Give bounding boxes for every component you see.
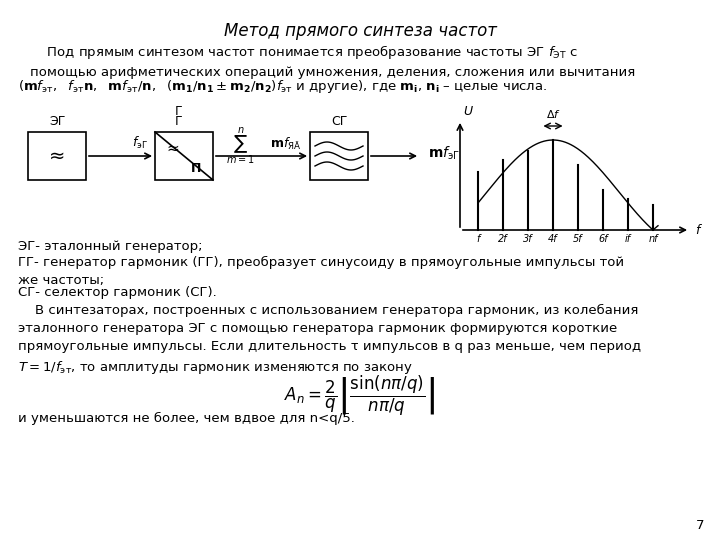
Text: Г: Г xyxy=(175,105,183,118)
Text: $f_{\mathsf{эГ}}$: $f_{\mathsf{эГ}}$ xyxy=(132,135,148,151)
Text: и уменьшаются не более, чем вдвое для n<q/5.: и уменьшаются не более, чем вдвое для n<… xyxy=(18,412,355,425)
Text: 4f: 4f xyxy=(548,234,558,244)
Text: П: П xyxy=(190,161,201,174)
Text: ЭГ- эталонный генератор;: ЭГ- эталонный генератор; xyxy=(18,240,202,253)
Text: 5f: 5f xyxy=(573,234,582,244)
Text: Г: Г xyxy=(175,115,183,128)
Text: $(\mathbf{m}f_{\mathsf{эт}},$  $f_{\mathsf{эт}}\mathbf{n},$  $\mathbf{m}f_{\math: $(\mathbf{m}f_{\mathsf{эт}},$ $f_{\maths… xyxy=(18,78,547,95)
Bar xyxy=(28,132,86,180)
Text: 3f: 3f xyxy=(523,234,533,244)
Text: $\sum_{m=1}^{n}$: $\sum_{m=1}^{n}$ xyxy=(225,126,254,166)
Text: $f$: $f$ xyxy=(695,223,703,237)
Text: 7: 7 xyxy=(696,519,704,532)
Text: СГ: СГ xyxy=(330,115,347,128)
Bar xyxy=(155,132,213,180)
Text: 6f: 6f xyxy=(598,234,608,244)
Text: В синтезаторах, построенных с использованием генератора гармоник, из колебания
э: В синтезаторах, построенных с использова… xyxy=(18,304,641,376)
Text: $\mathbf{m}f_{\mathsf{эГ}}$: $\mathbf{m}f_{\mathsf{эГ}}$ xyxy=(428,144,460,161)
Text: nf: nf xyxy=(648,234,658,244)
Text: Под прямым синтезом частот понимается преобразование частоты ЭГ $f_{\mathsf{ЭТ}}: Под прямым синтезом частот понимается пр… xyxy=(30,43,635,79)
Text: $\Delta f$: $\Delta f$ xyxy=(546,108,560,120)
Text: f: f xyxy=(477,234,480,244)
Text: ЭГ: ЭГ xyxy=(49,115,66,128)
Text: $\mathbf{m}f_{\mathsf{ЯÃ}}$: $\mathbf{m}f_{\mathsf{ЯÃ}}$ xyxy=(270,136,302,152)
Text: $U$: $U$ xyxy=(463,105,474,118)
Text: 2f: 2f xyxy=(498,234,508,244)
Text: СГ- селектор гармоник (СГ).: СГ- селектор гармоник (СГ). xyxy=(18,286,217,299)
Bar xyxy=(310,132,368,180)
Text: Метод прямого синтеза частот: Метод прямого синтеза частот xyxy=(224,22,496,40)
Text: $A_n = \dfrac{2}{q} \left| \dfrac{\sin(n\pi/q)}{n\pi/q} \right|$: $A_n = \dfrac{2}{q} \left| \dfrac{\sin(n… xyxy=(284,374,436,418)
Text: if: if xyxy=(625,234,631,244)
Text: ≈: ≈ xyxy=(49,146,66,165)
Text: ГГ- генератор гармоник (ГГ), преобразует синусоиду в прямоугольные импульсы той
: ГГ- генератор гармоник (ГГ), преобразует… xyxy=(18,256,624,287)
Text: ≈: ≈ xyxy=(166,141,179,156)
